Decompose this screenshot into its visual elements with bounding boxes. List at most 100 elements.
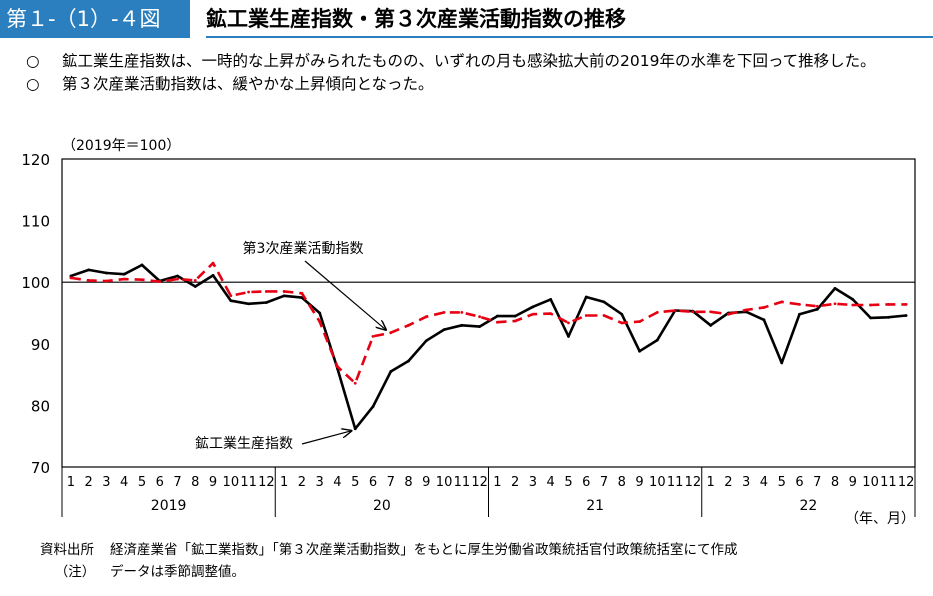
- x-tick-month-label: 4: [120, 475, 128, 490]
- data-point: [407, 359, 410, 363]
- data-point: [478, 315, 482, 319]
- data-point: [282, 294, 286, 298]
- data-point: [655, 338, 659, 342]
- annotation-arrow: [304, 260, 386, 330]
- note-text: データは季節調整値。: [110, 564, 245, 580]
- data-point: [567, 335, 570, 338]
- y-tick-label: 110: [21, 213, 50, 231]
- data-point: [442, 310, 446, 314]
- data-point: [336, 365, 339, 368]
- x-tick-month-label: 12: [898, 475, 915, 490]
- data-point: [193, 285, 197, 288]
- x-tick-month-label: 8: [404, 475, 412, 490]
- x-tick-month-label: 3: [529, 475, 537, 490]
- data-point: [851, 303, 855, 307]
- data-point: [407, 323, 410, 327]
- data-point: [655, 310, 659, 314]
- x-tick-month-label: 2: [511, 475, 519, 490]
- summary-bullet: ○ 鉱工業生産指数は、一時的な上昇がみられたものの、いずれの月も感染拡大前の20…: [26, 50, 921, 73]
- data-point: [140, 278, 144, 282]
- data-point: [833, 302, 837, 306]
- y-tick-label: 70: [31, 459, 50, 477]
- header-rule: [206, 36, 933, 38]
- data-point: [691, 310, 695, 314]
- figure-header: 第１-（1）-４図 鉱工業生産指数・第３次産業活動指数の推移: [0, 0, 933, 38]
- x-axis-label: （年、月）: [845, 511, 915, 527]
- data-point: [584, 295, 588, 299]
- x-tick-month-label: 9: [635, 475, 643, 490]
- data-point: [495, 314, 499, 318]
- data-point: [495, 320, 499, 324]
- series-line-tertiary-activity: [70, 261, 907, 385]
- data-point: [69, 276, 73, 280]
- x-tick-month-label: 11: [454, 475, 471, 490]
- data-point: [531, 312, 535, 316]
- data-point: [638, 320, 641, 324]
- summary-bullet: ○ 第３次産業活動指数は、緩やかな上昇傾向となった。: [26, 73, 921, 96]
- y-tick-label: 100: [21, 274, 50, 292]
- x-tick-month-label: 7: [813, 475, 821, 490]
- x-tick-month-label: 6: [156, 475, 164, 490]
- x-tick-month-label: 6: [369, 475, 377, 490]
- x-tick-month-label: 8: [191, 475, 199, 490]
- x-tick-month-label: 1: [493, 475, 501, 490]
- x-tick-month-label: 7: [600, 475, 608, 490]
- x-tick-month-label: 9: [849, 475, 857, 490]
- x-tick-month-label: 3: [742, 475, 750, 490]
- data-point: [105, 271, 108, 275]
- data-point: [424, 315, 428, 319]
- data-point: [442, 328, 446, 332]
- plot-area: [61, 158, 916, 468]
- x-tick-month-label: 12: [471, 475, 488, 490]
- x-tick-month-label: 12: [685, 475, 702, 490]
- x-tick-month-label: 5: [138, 475, 146, 490]
- data-point: [389, 331, 393, 335]
- data-point: [549, 298, 553, 301]
- x-tick-month-label: 10: [436, 475, 453, 490]
- data-point: [531, 305, 535, 309]
- data-point: [904, 314, 908, 317]
- data-point: [87, 278, 91, 282]
- bullet-mark: ○: [26, 75, 40, 93]
- data-point: [211, 274, 215, 277]
- data-point: [584, 314, 588, 317]
- data-point: [513, 314, 517, 318]
- footnote: （注） データは季節調整値。: [40, 562, 245, 582]
- source-label: 資料出所: [40, 542, 94, 558]
- data-point: [798, 302, 801, 306]
- x-year-label: 21: [586, 498, 604, 514]
- data-point: [300, 291, 304, 295]
- data-point: [318, 320, 322, 324]
- data-point: [886, 315, 890, 319]
- data-point: [282, 290, 286, 293]
- data-point: [869, 303, 872, 307]
- data-point: [638, 349, 641, 353]
- annotation-tertiary-activity: 第3次産業活動指数: [243, 240, 364, 257]
- series-points: [69, 261, 908, 385]
- figure-title: 鉱工業生産指数・第３次産業活動指数の推移: [206, 7, 626, 31]
- note-label: （注）: [54, 564, 96, 580]
- data-point: [815, 304, 819, 308]
- data-point: [158, 280, 162, 283]
- data-point: [140, 263, 144, 267]
- data-point: [709, 323, 713, 327]
- x-year-label: 22: [799, 498, 817, 514]
- data-point: [727, 312, 730, 316]
- data-point: [87, 268, 91, 272]
- series-line-industrial-production: [70, 263, 907, 431]
- x-tick-month-label: 12: [258, 475, 275, 490]
- x-tick-month-label: 9: [422, 475, 430, 490]
- data-point: [229, 294, 233, 298]
- data-point: [176, 274, 179, 278]
- y-tick-label: 120: [21, 151, 50, 169]
- data-point: [264, 301, 268, 304]
- data-point: [798, 312, 801, 316]
- base-year-label: （2019年＝100）: [62, 138, 180, 154]
- data-point: [869, 316, 872, 320]
- x-tick-month-label: 5: [564, 475, 572, 490]
- x-tick-month-label: 5: [351, 475, 359, 490]
- bullet-text: 第３次産業活動指数は、緩やかな上昇傾向となった。: [62, 75, 434, 93]
- x-tick-month-label: 3: [102, 475, 110, 490]
- x-tick-month-label: 8: [831, 475, 839, 490]
